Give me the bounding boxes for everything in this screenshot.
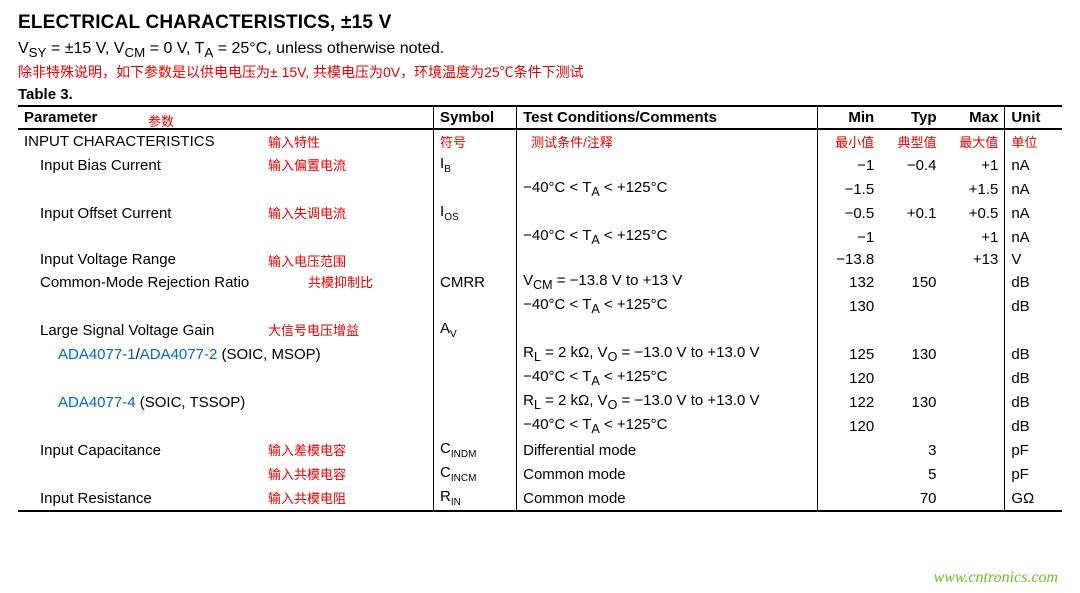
table-row: Input Voltage Range输入电压范围−13.8+13V (18, 249, 1062, 270)
table-row: Input Capacitance输入差模电容CINDMDifferential… (18, 438, 1062, 462)
table-row: 输入共模电容CINCMCommon mode5pF (18, 462, 1062, 486)
watermark-text: www.cntronics.com (934, 569, 1058, 587)
table-row: Input Resistance输入共模电阻RINCommon mode70GΩ (18, 486, 1062, 511)
table-row: −40°C < TA < +125°C−1+1nA (18, 225, 1062, 249)
col-parameter: Parameter 参数 (18, 106, 434, 129)
table-row: Input Offset Current输入失调电流IOS−0.5+0.1+0.… (18, 201, 1062, 225)
col-conditions: Test Conditions/Comments (517, 106, 818, 129)
section-title: ELECTRICAL CHARACTERISTICS, ±15 V (18, 12, 1062, 34)
table-row: −40°C < TA < +125°C120dB (18, 414, 1062, 438)
table-row: Large Signal Voltage Gain大信号电压增益AV (18, 318, 1062, 342)
chinese-condition-note: 除非特殊说明，如下参数是以供电电压为± 15V, 共模电压为0V，环境温度为25… (18, 62, 1062, 82)
condition-line: VSY = ±15 V, VCM = 0 V, TA = 25°C, unles… (18, 40, 1062, 60)
col-unit: Unit (1005, 106, 1062, 129)
page-root: { "title": "ELECTRICAL CHARACTERISTICS, … (0, 0, 1080, 593)
table-body: INPUT CHARACTERISTICS输入特性符号测试条件/注释最小值典型值… (18, 129, 1062, 511)
table-row: −40°C < TA < +125°C−1.5+1.5nA (18, 177, 1062, 201)
col-symbol: Symbol (434, 106, 517, 129)
table-row: Input Bias Current输入偏置电流IB−1−0.4+1nA (18, 153, 1062, 177)
col-typ: Typ (880, 106, 942, 129)
table-row: −40°C < TA < +125°C130dB (18, 294, 1062, 318)
header-row: Parameter 参数 Symbol Test Conditions/Comm… (18, 106, 1062, 129)
section-row: INPUT CHARACTERISTICS输入特性符号测试条件/注释最小值典型值… (18, 129, 1062, 153)
table-row: −40°C < TA < +125°C120dB (18, 366, 1062, 390)
table-row: ADA4077-1/ADA4077-2 (SOIC, MSOP)RL = 2 k… (18, 342, 1062, 366)
col-min: Min (818, 106, 880, 129)
table-number-label: Table 3. (18, 86, 1062, 103)
col-max: Max (943, 106, 1005, 129)
table-row: ADA4077-4 (SOIC, TSSOP)RL = 2 kΩ, VO = −… (18, 390, 1062, 414)
spec-table: Parameter 参数 Symbol Test Conditions/Comm… (18, 105, 1062, 512)
table-row: Common-Mode Rejection Ratio共模抑制比CMRRVCM … (18, 270, 1062, 294)
